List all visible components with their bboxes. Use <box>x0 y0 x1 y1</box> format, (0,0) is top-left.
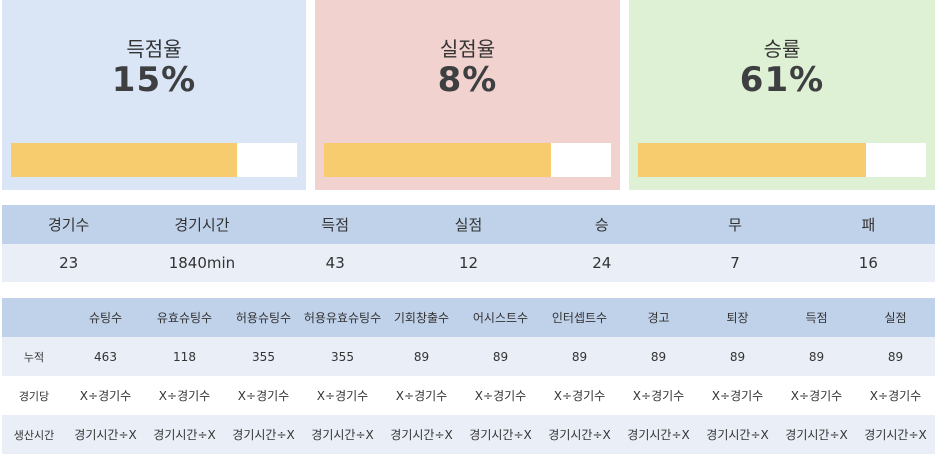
concede-rate-progress-fill <box>324 143 551 177</box>
table-cell: 경기시간÷X <box>856 415 935 454</box>
table-cell: X÷경기수 <box>224 376 303 415</box>
table-row: 생산시간 경기시간÷X 경기시간÷X 경기시간÷X 경기시간÷X 경기시간÷X … <box>2 415 935 454</box>
table-cell: X÷경기수 <box>145 376 224 415</box>
table-cell: X÷경기수 <box>66 376 145 415</box>
table-cell: X÷경기수 <box>698 376 777 415</box>
header-draws: 무 <box>668 205 802 244</box>
table-cell: 경기시간÷X <box>540 415 619 454</box>
value-draws: 7 <box>668 244 802 282</box>
header-shots-allowed: 허용슈팅수 <box>224 298 303 337</box>
header-losses: 패 <box>801 205 935 244</box>
header-conceded: 실점 <box>401 205 536 244</box>
table-cell: 경기시간÷X <box>66 415 145 454</box>
concede-rate-value: 8% <box>437 60 498 100</box>
table-cell: X÷경기수 <box>777 376 856 415</box>
table-cell: 경기시간÷X <box>145 415 224 454</box>
value-match-time: 1840min <box>135 244 269 282</box>
concede-rate-progress-bar <box>324 143 611 177</box>
table-cell: 경기시간÷X <box>461 415 540 454</box>
detail-header-row: 슈팅수 유효슈팅수 허용슈팅수 허용유효슈팅수 기회창출수 어시스트수 인터셉트… <box>2 298 935 337</box>
match-summary-table: 경기수 경기시간 득점 실점 승 무 패 23 1840min 43 12 24… <box>2 205 935 282</box>
win-rate-card: 승률 61% <box>629 0 935 190</box>
header-shots: 슈팅수 <box>66 298 145 337</box>
table-cell: X÷경기수 <box>856 376 935 415</box>
win-rate-progress-fill <box>638 143 866 177</box>
table-cell: X÷경기수 <box>619 376 698 415</box>
table-cell: 89 <box>382 337 461 376</box>
table-cell: 경기시간÷X <box>224 415 303 454</box>
table-cell: 89 <box>461 337 540 376</box>
summary-value-row: 23 1840min 43 12 24 7 16 <box>2 244 935 282</box>
concede-rate-label: 실점율 <box>439 37 496 61</box>
table-cell: 355 <box>224 337 303 376</box>
score-rate-value: 15% <box>111 60 197 100</box>
score-rate-progress-bar <box>11 143 297 177</box>
score-rate-card: 득점율 15% <box>2 0 306 190</box>
header-goals-detail: 득점 <box>777 298 856 337</box>
header-shots-on-target: 유효슈팅수 <box>145 298 224 337</box>
table-cell: 118 <box>145 337 224 376</box>
score-rate-progress-fill <box>11 143 237 177</box>
value-wins: 24 <box>535 244 669 282</box>
table-cell: 경기시간÷X <box>777 415 856 454</box>
detail-stats-table: 슈팅수 유효슈팅수 허용슈팅수 허용유효슈팅수 기회창출수 어시스트수 인터셉트… <box>2 298 935 454</box>
table-cell: 경기시간÷X <box>303 415 382 454</box>
header-goals: 득점 <box>268 205 402 244</box>
concede-rate-card: 실점율 8% <box>315 0 620 190</box>
table-cell: 355 <box>303 337 382 376</box>
header-red-cards: 퇴장 <box>698 298 777 337</box>
table-cell: 경기시간÷X <box>382 415 461 454</box>
value-goals: 43 <box>268 244 402 282</box>
table-cell: 89 <box>856 337 935 376</box>
header-interceptions: 인터셉트수 <box>540 298 619 337</box>
header-chances-created: 기회창출수 <box>382 298 461 337</box>
table-cell: 463 <box>66 337 145 376</box>
header-matches: 경기수 <box>2 205 136 244</box>
row-label-production-time: 생산시간 <box>2 415 66 454</box>
summary-header-row: 경기수 경기시간 득점 실점 승 무 패 <box>2 205 935 244</box>
table-cell: 89 <box>698 337 777 376</box>
header-assists: 어시스트수 <box>461 298 540 337</box>
table-cell: 89 <box>619 337 698 376</box>
table-row: 경기당 X÷경기수 X÷경기수 X÷경기수 X÷경기수 X÷경기수 X÷경기수 … <box>2 376 935 415</box>
header-wins: 승 <box>535 205 669 244</box>
header-match-time: 경기시간 <box>135 205 269 244</box>
score-rate-label: 득점율 <box>126 37 182 61</box>
table-cell: X÷경기수 <box>382 376 461 415</box>
table-cell: 경기시간÷X <box>619 415 698 454</box>
value-losses: 16 <box>801 244 935 282</box>
table-cell: 89 <box>540 337 619 376</box>
header-conceded-detail: 실점 <box>856 298 935 337</box>
header-shots-on-target-allowed: 허용유효슈팅수 <box>303 298 382 337</box>
row-label-cumulative: 누적 <box>2 337 66 376</box>
header-corner <box>2 298 66 337</box>
win-rate-label: 승률 <box>763 37 801 61</box>
header-warnings: 경고 <box>619 298 698 337</box>
win-rate-value: 61% <box>739 60 825 100</box>
value-matches: 23 <box>2 244 136 282</box>
table-row: 누적 463 118 355 355 89 89 89 89 89 89 89 <box>2 337 935 376</box>
value-conceded: 12 <box>401 244 536 282</box>
table-cell: X÷경기수 <box>540 376 619 415</box>
row-label-per-match: 경기당 <box>2 376 66 415</box>
table-cell: 89 <box>777 337 856 376</box>
table-cell: 경기시간÷X <box>698 415 777 454</box>
table-cell: X÷경기수 <box>303 376 382 415</box>
win-rate-progress-bar <box>638 143 926 177</box>
table-cell: X÷경기수 <box>461 376 540 415</box>
